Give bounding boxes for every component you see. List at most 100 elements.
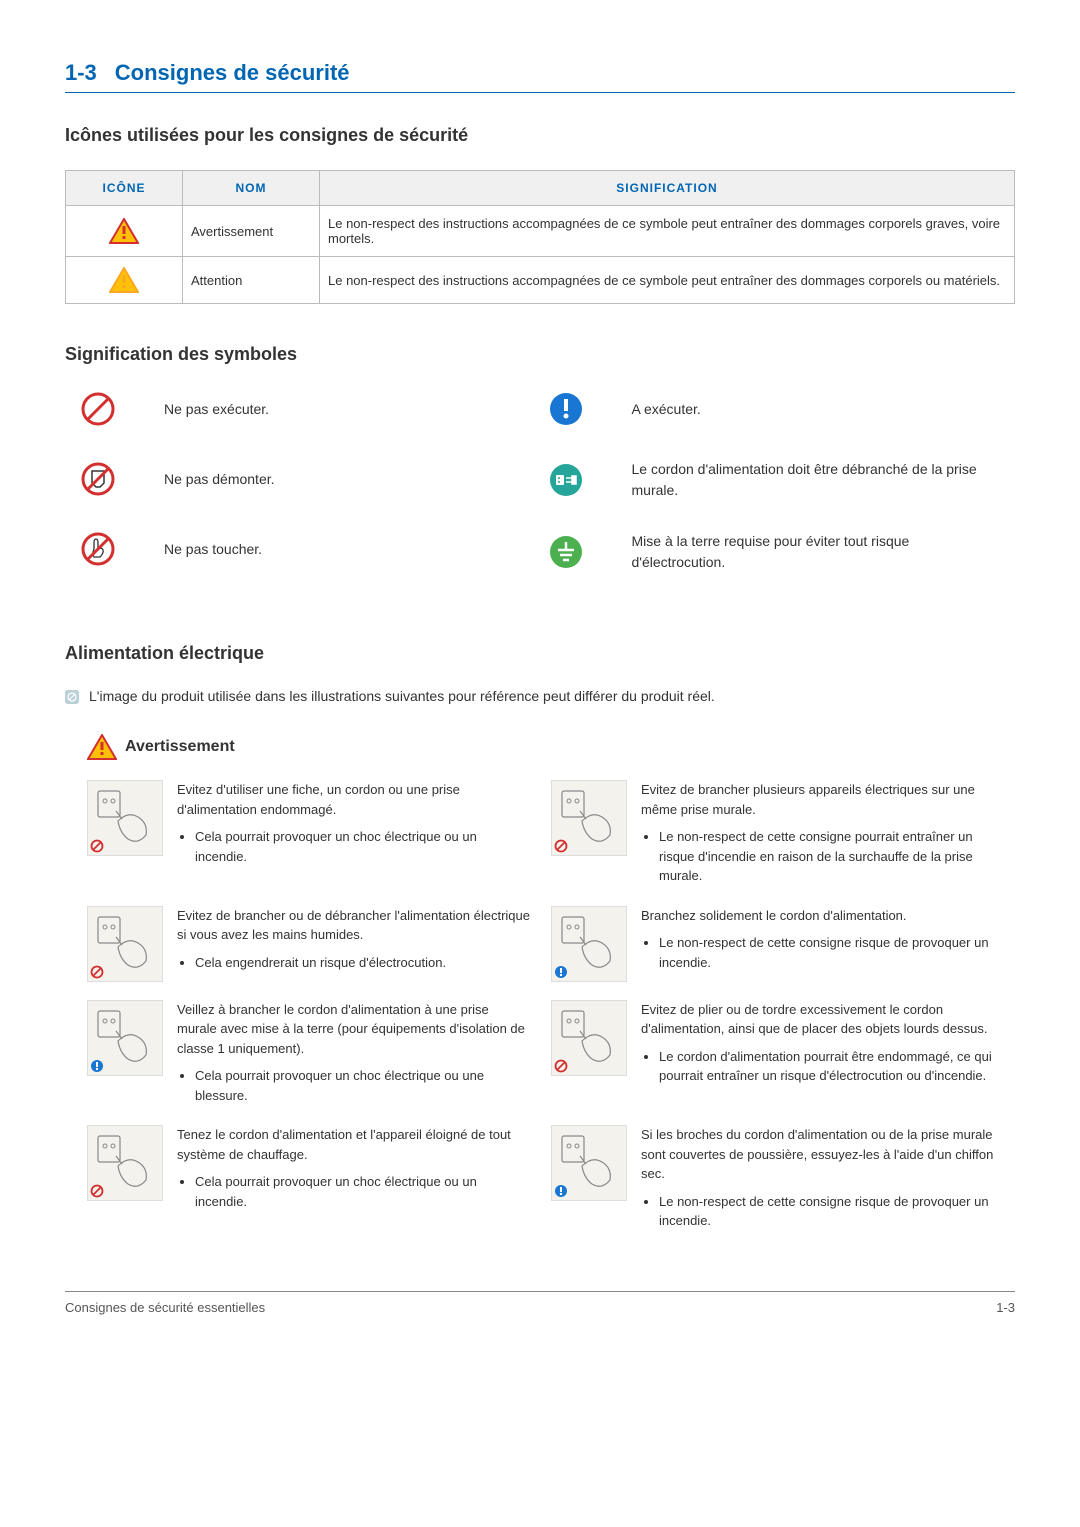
icons-subheading: Icônes utilisées pour les consignes de s…	[65, 125, 1015, 146]
safety-thumb	[87, 780, 163, 856]
safety-bullets: Le non-respect de cette consigne risque …	[641, 933, 995, 972]
safety-text: Veillez à brancher le cordon d'alimentat…	[177, 1000, 531, 1108]
safety-bullets: Le cordon d'alimentation pourrait être e…	[641, 1047, 995, 1086]
icon-cell	[66, 257, 183, 304]
symbol-row: Ne pas exécuter.	[80, 389, 548, 429]
ground-icon	[548, 534, 584, 570]
note-icon	[65, 690, 79, 704]
power-subheading: Alimentation électrique	[65, 643, 1015, 664]
safety-item: Evitez de brancher ou de débrancher l'al…	[87, 906, 551, 982]
meaning-cell: Le non-respect des instructions accompag…	[320, 206, 1015, 257]
symbol-row: Mise à la terre requise pour éviter tout…	[548, 531, 1016, 573]
safety-text: Si les broches du cordon d'alimentation …	[641, 1125, 995, 1233]
safety-bullets: Cela pourrait provoquer un choc électriq…	[177, 1066, 531, 1105]
no-touch-icon	[80, 531, 116, 567]
meaning-cell: Le non-respect des instructions accompag…	[320, 257, 1015, 304]
icon-cell	[66, 206, 183, 257]
table-row: Attention Le non-respect des instruction…	[66, 257, 1015, 304]
symbol-row: Ne pas démonter.	[80, 459, 548, 499]
prohibit-icon	[90, 839, 104, 853]
section-heading-text: Consignes de sécurité	[115, 60, 350, 85]
symbol-grid: Ne pas exécuter. Ne pas démonter. Ne pas…	[65, 389, 1015, 603]
warning-triangle-icon	[87, 734, 117, 760]
safety-thumb	[551, 1125, 627, 1201]
th-icon: ICÔNE	[66, 171, 183, 206]
symbols-subheading: Signification des symboles	[65, 344, 1015, 365]
symbol-text: Mise à la terre requise pour éviter tout…	[632, 531, 1016, 573]
symbol-text: Le cordon d'alimentation doit être débra…	[632, 459, 1016, 501]
symbol-text: Ne pas démonter.	[164, 469, 295, 490]
symbol-col-left: Ne pas exécuter. Ne pas démonter. Ne pas…	[80, 389, 548, 603]
must-do-icon	[90, 1059, 104, 1073]
safety-text: Tenez le cordon d'alimentation et l'appa…	[177, 1125, 531, 1233]
page-footer: Consignes de sécurité essentielles 1-3	[65, 1291, 1015, 1315]
safety-main: Veillez à brancher le cordon d'alimentat…	[177, 1000, 531, 1059]
safety-grid: Evitez d'utiliser une fiche, un cordon o…	[87, 780, 1015, 1251]
prohibit-icon	[80, 391, 116, 427]
safety-main: Si les broches du cordon d'alimentation …	[641, 1125, 995, 1184]
must-do-icon	[554, 965, 568, 979]
safety-bullet: Le non-respect de cette consigne risque …	[659, 1192, 995, 1231]
safety-text: Evitez d'utiliser une fiche, un cordon o…	[177, 780, 531, 888]
prohibit-icon	[90, 1184, 104, 1198]
table-row: Avertissement Le non-respect des instruc…	[66, 206, 1015, 257]
must-do-icon	[548, 391, 584, 427]
section-title: 1-3 Consignes de sécurité	[65, 60, 1015, 93]
name-cell: Attention	[183, 257, 320, 304]
safety-item: Si les broches du cordon d'alimentation …	[551, 1125, 1015, 1233]
safety-thumb	[87, 1125, 163, 1201]
safety-bullets: Cela pourrait provoquer un choc électriq…	[177, 827, 531, 866]
footer-left: Consignes de sécurité essentielles	[65, 1300, 265, 1315]
safety-main: Evitez d'utiliser une fiche, un cordon o…	[177, 780, 531, 819]
safety-main: Evitez de plier ou de tordre excessiveme…	[641, 1000, 995, 1039]
safety-bullet: Le cordon d'alimentation pourrait être e…	[659, 1047, 995, 1086]
safety-text: Evitez de brancher ou de débrancher l'al…	[177, 906, 531, 982]
safety-main: Tenez le cordon d'alimentation et l'appa…	[177, 1125, 531, 1164]
symbol-text: A exécuter.	[632, 399, 721, 420]
safety-item: Evitez d'utiliser une fiche, un cordon o…	[87, 780, 551, 888]
warning-header: Avertissement	[87, 734, 1015, 760]
symbol-row: Ne pas toucher.	[80, 529, 548, 569]
footer-right: 1-3	[996, 1300, 1015, 1315]
safety-thumb	[551, 906, 627, 982]
no-disassemble-icon	[80, 461, 116, 497]
unplug-icon	[548, 462, 584, 498]
symbol-row: A exécuter.	[548, 389, 1016, 429]
safety-main: Branchez solidement le cordon d'alimenta…	[641, 906, 995, 926]
page: 1-3 Consignes de sécurité Icônes utilisée…	[0, 0, 1080, 1355]
safety-item: Branchez solidement le cordon d'alimenta…	[551, 906, 1015, 982]
symbol-text: Ne pas exécuter.	[164, 399, 289, 420]
section-number: 1-3	[65, 60, 97, 85]
prohibit-icon	[90, 965, 104, 979]
safety-text: Branchez solidement le cordon d'alimenta…	[641, 906, 995, 982]
safety-bullets: Cela engendrerait un risque d'électrocut…	[177, 953, 531, 973]
safety-main: Evitez de brancher plusieurs appareils é…	[641, 780, 995, 819]
safety-bullets: Cela pourrait provoquer un choc électriq…	[177, 1172, 531, 1211]
safety-item: Tenez le cordon d'alimentation et l'appa…	[87, 1125, 551, 1233]
safety-bullet: Le non-respect de cette consigne risque …	[659, 933, 995, 972]
prohibit-icon	[554, 1059, 568, 1073]
safety-thumb	[87, 1000, 163, 1076]
safety-text: Evitez de plier ou de tordre excessiveme…	[641, 1000, 995, 1108]
symbol-text: Ne pas toucher.	[164, 539, 282, 560]
safety-bullet: Le non-respect de cette consigne pourrai…	[659, 827, 995, 886]
safety-thumb	[87, 906, 163, 982]
safety-bullet: Cela pourrait provoquer un choc électriq…	[195, 827, 531, 866]
safety-bullets: Le non-respect de cette consigne risque …	[641, 1192, 995, 1231]
safety-bullet: Cela pourrait provoquer un choc électriq…	[195, 1172, 531, 1211]
safety-item: Veillez à brancher le cordon d'alimentat…	[87, 1000, 551, 1108]
safety-main: Evitez de brancher ou de débrancher l'al…	[177, 906, 531, 945]
symbol-row: Le cordon d'alimentation doit être débra…	[548, 459, 1016, 501]
caution-triangle-icon	[109, 267, 139, 293]
th-meaning: SIGNIFICATION	[320, 171, 1015, 206]
name-cell: Avertissement	[183, 206, 320, 257]
safety-bullet: Cela pourrait provoquer un choc électriq…	[195, 1066, 531, 1105]
th-name: NOM	[183, 171, 320, 206]
safety-item: Evitez de brancher plusieurs appareils é…	[551, 780, 1015, 888]
safety-bullets: Le non-respect de cette consigne pourrai…	[641, 827, 995, 886]
note-line: L'image du produit utilisée dans les ill…	[65, 688, 1015, 704]
note-text: L'image du produit utilisée dans les ill…	[89, 688, 715, 704]
safety-text: Evitez de brancher plusieurs appareils é…	[641, 780, 995, 888]
icon-table: ICÔNE NOM SIGNIFICATION Avertissement Le…	[65, 170, 1015, 304]
warning-label: Avertissement	[125, 738, 235, 756]
